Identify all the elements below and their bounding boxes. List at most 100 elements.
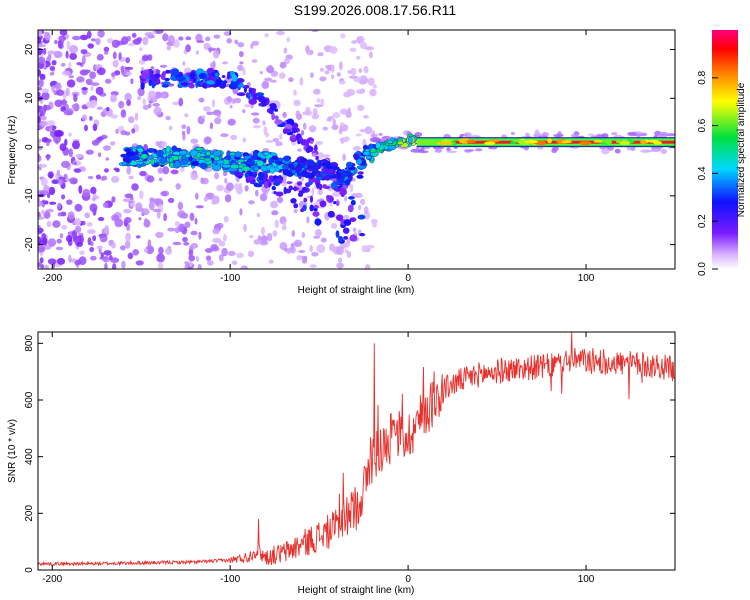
heat-speckle [286, 36, 291, 43]
heat-speckle [182, 61, 186, 66]
heat-speckle [152, 103, 160, 107]
heat-speckle [73, 93, 78, 102]
heat-blob-main [140, 153, 149, 160]
heat-speckle [148, 201, 155, 211]
heat-band-blob [466, 139, 476, 144]
heat-speckle [124, 66, 134, 70]
heat-blob-upper [258, 103, 263, 107]
heat-speckle [331, 74, 334, 79]
heat-speckle [659, 131, 669, 136]
heat-speckle [106, 37, 114, 44]
heat-speckle [234, 39, 239, 45]
heat-speckle [248, 200, 255, 205]
heat-speckle [49, 65, 56, 71]
heat-blob-main [203, 157, 212, 162]
snr-plot-area [38, 332, 675, 570]
heat-blob-main [353, 153, 359, 161]
heat-speckle [224, 177, 228, 184]
heat-speckle [276, 30, 285, 36]
heat-speckle [185, 44, 192, 53]
x-tick-label: -200 [42, 574, 62, 585]
heat-speckle [48, 186, 56, 196]
heat-blob-upper [206, 80, 215, 85]
heat-speckle [363, 206, 369, 214]
heat-blob-lower [343, 236, 349, 240]
heat-speckle [344, 249, 349, 253]
heat-blob-upper [255, 92, 265, 97]
heat-speckle [46, 154, 50, 161]
heat-speckle [142, 98, 147, 106]
heat-speckle [173, 39, 180, 48]
heat-speckle [601, 133, 609, 139]
heat-speckle [124, 92, 132, 102]
heat-blob-lower [339, 188, 347, 196]
heat-speckle [194, 217, 198, 225]
heat-speckle [128, 116, 135, 124]
heat-speckle [38, 163, 48, 168]
heat-blob-upper [315, 155, 319, 161]
heat-speckle [301, 232, 306, 238]
heat-speckle [178, 36, 184, 41]
heat-blob-upper [252, 93, 258, 101]
heat-speckle [100, 252, 104, 259]
heat-speckle [355, 133, 362, 137]
heat-speckle [145, 245, 155, 255]
heat-speckle [282, 111, 287, 118]
heat-speckle [251, 59, 258, 63]
heat-speckle [305, 106, 311, 115]
heat-blob-main [263, 151, 269, 156]
heat-speckle [372, 84, 377, 89]
heat-blob-main [234, 151, 242, 158]
heat-speckle [362, 114, 369, 119]
colorbar-tick-label: 0.4 [697, 166, 708, 180]
heat-speckle [38, 78, 44, 88]
heat-blob-main [179, 159, 189, 165]
heat-band-blob [547, 138, 552, 144]
heat-speckle [81, 220, 86, 226]
colorbar-gradient [712, 30, 738, 269]
heat-blob-main [126, 150, 136, 157]
x-tick-label: 0 [405, 273, 411, 284]
heat-speckle [178, 223, 185, 233]
heat-blob-lower [335, 230, 340, 238]
heat-blob-upper [216, 79, 222, 86]
heat-speckle [95, 38, 101, 45]
heat-speckle [68, 132, 72, 137]
heat-speckle [158, 246, 164, 255]
heat-blob-lower [333, 201, 337, 205]
heat-speckle [350, 67, 357, 76]
heat-speckle [132, 249, 140, 256]
heat-blob-main [150, 158, 155, 166]
heat-speckle [125, 71, 132, 76]
heat-speckle [90, 255, 97, 261]
heat-speckle [67, 211, 75, 220]
heat-speckle [39, 120, 48, 127]
chart-title: S199.2026.008.17.56.R11 [293, 2, 457, 18]
heat-speckle [129, 202, 136, 207]
colorbar-tick-label: 0.8 [697, 70, 708, 84]
heat-speckle [124, 240, 131, 249]
heat-speckle [297, 148, 302, 152]
heat-speckle [293, 239, 303, 248]
heat-speckle [212, 227, 220, 235]
heat-speckle [311, 187, 315, 196]
heat-speckle [207, 260, 214, 266]
heat-speckle [92, 235, 97, 242]
heat-blob-main [189, 149, 198, 157]
heat-speckle [110, 257, 120, 264]
heat-blob-main [195, 146, 204, 151]
heat-speckle [348, 75, 358, 79]
heat-band-blob [653, 141, 662, 145]
heat-speckle [40, 177, 48, 187]
heat-speckle [143, 248, 148, 253]
heat-speckle [38, 216, 45, 220]
heat-blob-upper [171, 68, 180, 76]
heat-blob-main [144, 160, 151, 166]
heat-speckle [39, 73, 46, 81]
heat-speckle [97, 216, 105, 222]
heat-speckle [343, 214, 350, 220]
heat-band-blob [489, 139, 500, 143]
heat-speckle [38, 244, 45, 248]
heat-speckle [181, 124, 187, 129]
heat-speckle [212, 49, 220, 59]
